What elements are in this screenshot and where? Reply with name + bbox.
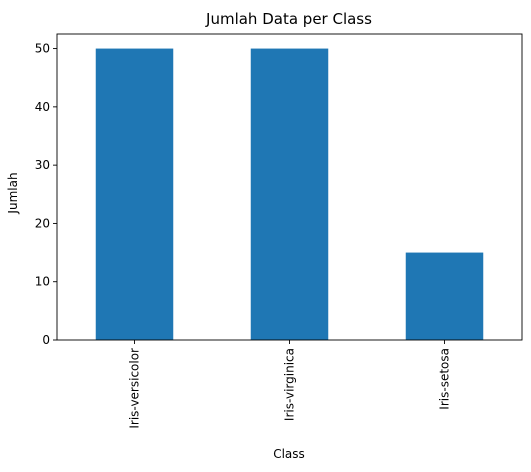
y-axis-ticks: 0 10 20 30 40 50 <box>35 42 57 347</box>
x-tick-label: Iris-virginica <box>283 348 297 421</box>
y-axis-label: Jumlah <box>6 172 20 214</box>
y-tick-label: 10 <box>35 275 50 289</box>
y-tick-label: 0 <box>42 333 50 347</box>
y-tick-label: 50 <box>35 42 50 56</box>
bars <box>95 48 484 340</box>
bar-iris-versicolor <box>95 48 174 340</box>
y-tick-label: 30 <box>35 158 50 172</box>
bar-iris-virginica <box>250 48 329 340</box>
plot-area: 0 10 20 30 40 50 Iris-versicolor Iris-virginic… <box>35 33 523 429</box>
y-tick-label: 40 <box>35 100 50 114</box>
chart-title: Jumlah Data per Class <box>205 10 372 28</box>
x-tick-label: Iris-setosa <box>438 348 452 410</box>
x-tick-label: Iris-versicolor <box>128 348 142 429</box>
x-axis-label: Class <box>273 447 305 461</box>
x-axis-ticks: Iris-versicolor Iris-virginica Iris-setosa <box>128 340 452 429</box>
plot-frame <box>56 33 523 341</box>
y-tick-label: 20 <box>35 216 50 230</box>
bar-iris-setosa <box>405 252 484 340</box>
